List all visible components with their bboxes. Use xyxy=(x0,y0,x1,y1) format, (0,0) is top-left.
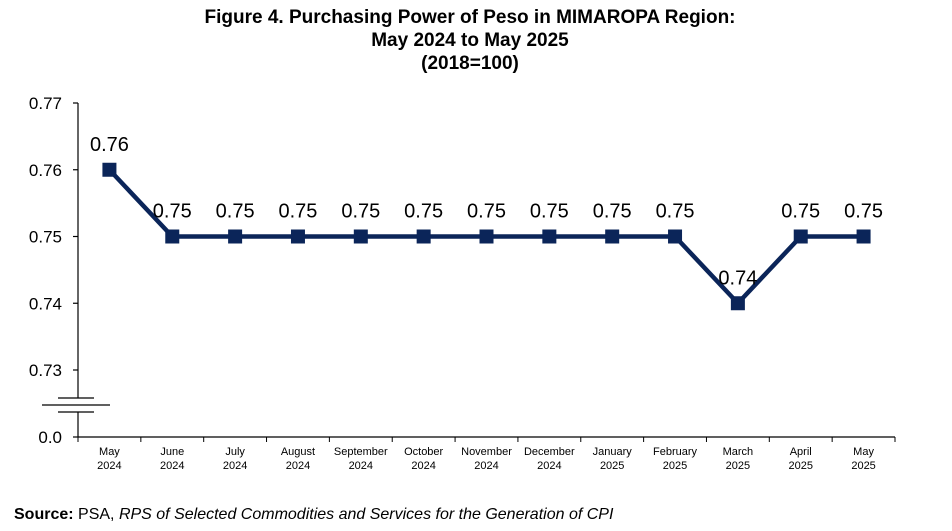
x-tick-label-month: February xyxy=(653,446,698,458)
x-tick-label-year: 2024 xyxy=(537,460,561,472)
y-tick-label: 0.77 xyxy=(29,94,62,113)
data-label: 0.75 xyxy=(341,201,380,223)
x-tick-label-month: July xyxy=(225,446,245,458)
data-label: 0.75 xyxy=(404,201,443,223)
y-tick-label: 0.76 xyxy=(29,161,62,180)
data-label: 0.75 xyxy=(216,201,255,223)
data-point-marker xyxy=(605,229,620,244)
y-tick-label: 0.75 xyxy=(29,228,62,247)
data-point-marker xyxy=(668,229,683,244)
x-tick-label-year: 2024 xyxy=(474,460,498,472)
x-tick-label-year: 2025 xyxy=(788,460,812,472)
chart-title-line-3: (2018=100) xyxy=(421,53,519,74)
x-tick-label-year: 2024 xyxy=(411,460,435,472)
x-tick-label-month: April xyxy=(790,446,812,458)
x-tick-label-month: March xyxy=(723,446,754,458)
x-tick-label-year: 2025 xyxy=(851,460,875,472)
data-point-marker xyxy=(290,229,305,244)
data-point-marker xyxy=(228,229,243,244)
x-tick-label-month: September xyxy=(334,446,388,458)
data-point-marker xyxy=(165,229,180,244)
x-tick-label-month: November xyxy=(461,446,512,458)
x-tick-label-year: 2024 xyxy=(97,460,121,472)
y-tick-label-origin: 0.0 xyxy=(38,428,62,447)
chart-title: Figure 4. Purchasing Power of Peso in MI… xyxy=(0,6,940,75)
x-tick-label-year: 2024 xyxy=(286,460,310,472)
data-label: 0.75 xyxy=(278,201,317,223)
data-point-marker xyxy=(793,229,808,244)
x-tick-label-month: May xyxy=(99,446,120,458)
source-org: PSA, xyxy=(73,506,119,523)
data-point-marker xyxy=(353,229,368,244)
chart-title-line-1: Figure 4. Purchasing Power of Peso in MI… xyxy=(204,7,736,28)
x-tick-label-year: 2024 xyxy=(349,460,373,472)
source-note: Source: PSA, RPS of Selected Commodities… xyxy=(14,505,613,525)
data-point-marker xyxy=(856,229,871,244)
x-tick-label-year: 2024 xyxy=(223,460,247,472)
source-detail: RPS of Selected Commodities and Services… xyxy=(118,506,614,523)
data-point-marker xyxy=(730,296,745,311)
x-tick-label-month: May xyxy=(853,446,874,458)
data-label: 0.76 xyxy=(90,134,129,156)
x-tick-label-month: December xyxy=(524,446,575,458)
x-tick-label-year: 2025 xyxy=(663,460,687,472)
data-label: 0.75 xyxy=(467,201,506,223)
data-label: 0.75 xyxy=(593,201,632,223)
data-point-marker xyxy=(479,229,494,244)
x-tick-label-month: August xyxy=(281,446,315,458)
x-tick-label-month: June xyxy=(160,446,184,458)
data-label: 0.75 xyxy=(844,201,883,223)
data-point-marker xyxy=(542,229,557,244)
x-tick-label-year: 2025 xyxy=(600,460,624,472)
y-tick-label: 0.73 xyxy=(29,361,62,380)
y-tick-label: 0.74 xyxy=(29,294,62,313)
data-label: 0.74 xyxy=(718,267,757,289)
x-tick-label-year: 2024 xyxy=(160,460,184,472)
chart-title-line-2: May 2024 to May 2025 xyxy=(371,30,569,51)
x-tick-label-month: January xyxy=(593,446,633,458)
data-label: 0.75 xyxy=(530,201,569,223)
data-label: 0.75 xyxy=(656,201,695,223)
data-point-marker xyxy=(416,229,431,244)
x-tick-label-year: 2025 xyxy=(726,460,750,472)
x-tick-label-month: October xyxy=(404,446,443,458)
data-point-marker xyxy=(102,162,117,177)
source-label: Source: xyxy=(14,506,74,523)
data-label: 0.75 xyxy=(781,201,820,223)
data-label: 0.75 xyxy=(153,201,192,223)
